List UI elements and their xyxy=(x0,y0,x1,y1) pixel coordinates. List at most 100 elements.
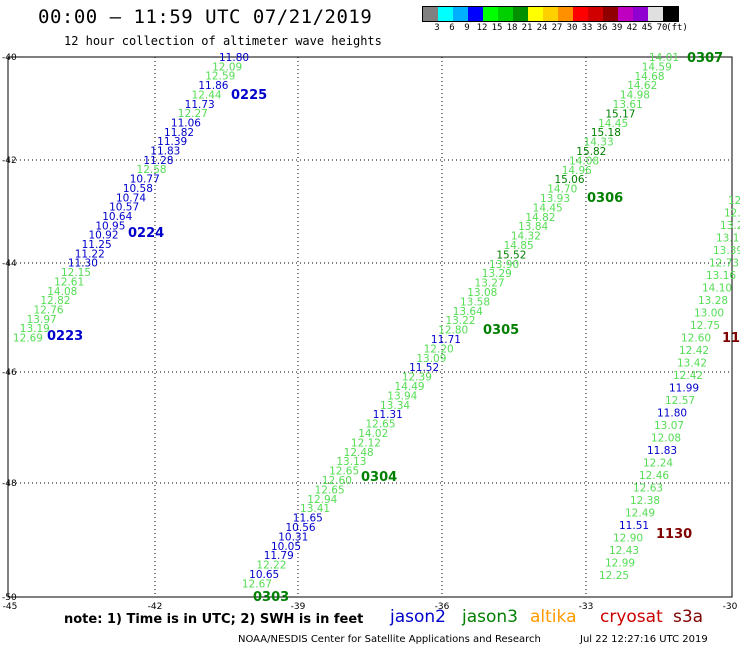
time-label: 0306 xyxy=(587,191,623,206)
swh-value: 12.15 xyxy=(61,267,91,279)
swh-value: 13.1 xyxy=(716,233,739,245)
swh-value: 15.17 xyxy=(605,108,635,120)
swh-value: 13.64 xyxy=(453,306,483,318)
color-swatch xyxy=(438,7,453,21)
swh-value: 11.80 xyxy=(657,408,687,420)
swh-value: 12.80 xyxy=(438,325,468,337)
color-swatch xyxy=(633,7,648,21)
swh-value: 12.6 xyxy=(724,208,740,220)
swh-value: 11.80 xyxy=(219,52,249,64)
swh-value: 12.60 xyxy=(681,333,711,345)
swh-value: 12.38 xyxy=(630,495,660,507)
color-scale-label: 27 xyxy=(551,23,563,33)
swh-value: 12.22 xyxy=(256,560,286,572)
swh-value: 11.39 xyxy=(157,136,187,148)
color-scale-bar xyxy=(422,6,679,22)
swh-value: 13.29 xyxy=(482,268,512,280)
swh-value: 11.65 xyxy=(293,513,323,525)
x-tick-label: -42 xyxy=(148,602,163,610)
color-scale-label: 45 xyxy=(641,23,653,33)
swh-value: 11.73 xyxy=(185,99,215,111)
swh-value: 12.65 xyxy=(365,419,395,431)
color-scale-label: 24 xyxy=(536,23,548,33)
swh-value: 14.96 xyxy=(562,165,592,177)
color-scale-label: 6 xyxy=(449,23,455,33)
swh-value: 13.93 xyxy=(540,193,570,205)
swh-value: 12.76 xyxy=(34,304,64,316)
swh-value: 12.73 xyxy=(709,258,739,270)
swh-value: 11.25 xyxy=(82,239,112,251)
color-scale-label: (ft) xyxy=(666,23,688,33)
y-tick-label: -50 xyxy=(2,593,17,603)
swh-value: 14.08 xyxy=(47,286,77,298)
swh-value: 12.61 xyxy=(54,276,84,288)
swh-value: 11.51 xyxy=(619,520,649,532)
swh-value: 14.10 xyxy=(702,283,732,295)
color-scale-label: 15 xyxy=(491,23,503,33)
swh-value: 11.71 xyxy=(431,334,461,346)
swh-value: 14.45 xyxy=(533,202,563,214)
swh-value: 13.41 xyxy=(300,503,330,515)
color-scale-label: 33 xyxy=(581,23,593,33)
swh-value: 12.12 xyxy=(351,437,381,449)
color-scale-label: 18 xyxy=(506,23,518,33)
swh-value: 10.77 xyxy=(130,174,160,186)
color-scale-label: 42 xyxy=(626,23,638,33)
color-swatch xyxy=(588,7,603,21)
swh-value: 14.62 xyxy=(627,80,657,92)
footer-timestamp: Jul 22 12:27:16 UTC 2019 xyxy=(580,634,708,645)
color-scale-label: 21 xyxy=(521,23,533,33)
color-swatch xyxy=(453,7,468,21)
legend-cryosat: cryosat xyxy=(600,607,663,627)
swh-value: 10.57 xyxy=(109,202,139,214)
time-label: 0303 xyxy=(253,590,289,605)
swh-value: 13.84 xyxy=(518,221,548,233)
y-tick-label: -40 xyxy=(2,53,17,63)
color-scale-label: 39 xyxy=(611,23,623,33)
swh-value: 13.22 xyxy=(445,315,475,327)
swh-value: 11.52 xyxy=(409,362,439,374)
swh-value: 10.64 xyxy=(102,211,132,223)
color-scale-label: 9 xyxy=(464,23,470,33)
color-swatch xyxy=(663,7,678,21)
y-tick-label: -48 xyxy=(2,479,17,489)
color-swatch xyxy=(423,7,438,21)
swh-value: 11.79 xyxy=(264,550,294,562)
color-swatch xyxy=(483,7,498,21)
swh-value: 12.7 xyxy=(728,195,740,207)
time-label: 0305 xyxy=(483,323,519,338)
swh-value: 12.65 xyxy=(315,484,345,496)
color-swatch xyxy=(603,7,618,21)
legend-jason2: jason2 xyxy=(390,607,446,627)
time-label: 0223 xyxy=(47,329,83,344)
swh-value: 14.08 xyxy=(569,155,599,167)
legend-altika: altika xyxy=(530,607,577,627)
swh-value: 10.31 xyxy=(278,531,308,543)
swh-value: 13.28 xyxy=(698,295,728,307)
swh-value: 14.70 xyxy=(547,184,577,196)
x-tick-label: -45 xyxy=(3,602,18,610)
x-tick-label: -30 xyxy=(723,602,738,610)
swh-value: 12.65 xyxy=(329,466,359,478)
color-swatch xyxy=(618,7,633,21)
swh-value: 12.39 xyxy=(402,372,432,384)
color-swatch xyxy=(573,7,588,21)
x-tick-label: -36 xyxy=(435,602,450,610)
swh-value: 11.30 xyxy=(68,258,98,270)
swh-value: 13.58 xyxy=(460,296,490,308)
swh-value: 12.08 xyxy=(651,433,681,445)
time-label: 0304 xyxy=(361,470,397,485)
swh-value: 13.42 xyxy=(677,358,707,370)
swh-value: 13.61 xyxy=(613,99,643,111)
swh-value: 13.39 xyxy=(713,245,740,257)
swh-value: 14.59 xyxy=(642,61,672,73)
color-swatch xyxy=(468,7,483,21)
swh-value: 11.28 xyxy=(143,155,173,167)
color-swatch xyxy=(558,7,573,21)
color-swatch xyxy=(543,7,558,21)
swh-value: 12.27 xyxy=(178,108,208,120)
swh-value: 12.49 xyxy=(625,508,655,520)
x-tick-label: -39 xyxy=(291,602,306,610)
swh-value: 11.31 xyxy=(373,409,403,421)
swh-value: 13.94 xyxy=(387,390,417,402)
